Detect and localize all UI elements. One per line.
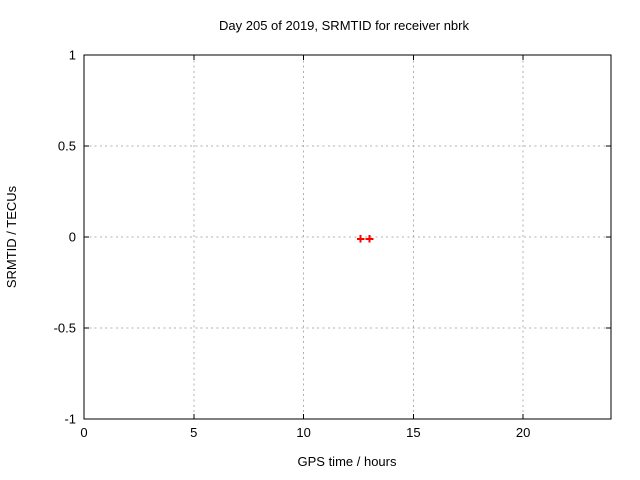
x-axis-label: GPS time / hours: [298, 454, 397, 469]
y-axis-label: SRMTID / TECUs: [4, 185, 19, 288]
y-tick-label: 0: [69, 230, 76, 245]
y-tick-label: -1: [64, 412, 76, 427]
x-tick-label: 5: [190, 425, 197, 440]
x-tick-label: 15: [406, 425, 420, 440]
x-tick-label: 20: [516, 425, 530, 440]
chart-title: Day 205 of 2019, SRMTID for receiver nbr…: [219, 18, 469, 33]
x-tick-label: 0: [80, 425, 87, 440]
plot-layer: 0 5 10 15 20 -1 -0.5 0 0.5 1: [54, 48, 612, 440]
plot-border: [83, 54, 612, 420]
y-tick-label: -0.5: [54, 321, 76, 336]
y-tick-label: 0.5: [58, 139, 76, 154]
y-tick-label: 1: [69, 48, 76, 63]
x-tick-label: 10: [296, 425, 310, 440]
